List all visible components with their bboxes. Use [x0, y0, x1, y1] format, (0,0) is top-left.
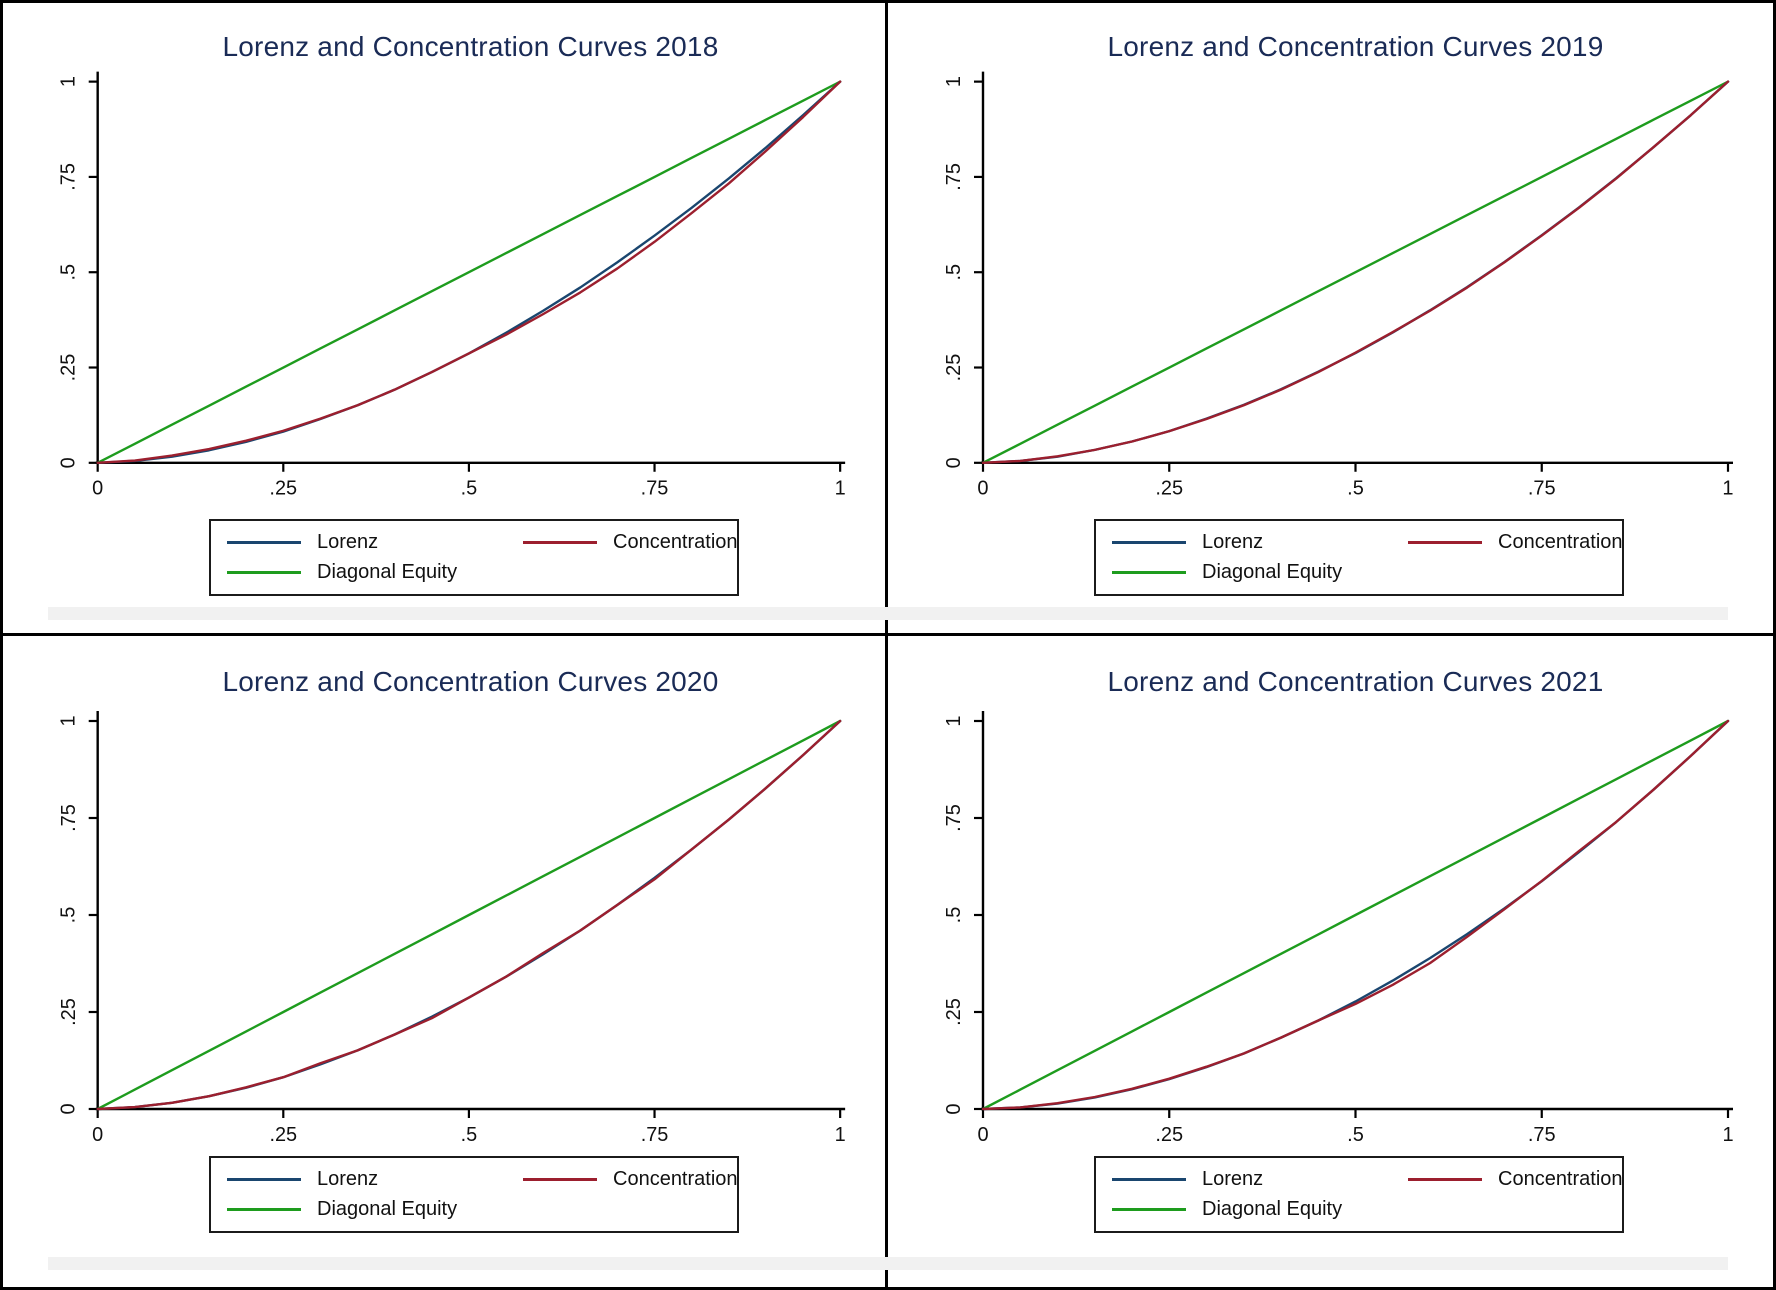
- x-axis-tick-label: 1: [835, 478, 846, 500]
- concentration-curve: [981, 80, 1730, 465]
- x-axis-tick-label: .5: [1347, 478, 1364, 500]
- chart-title-2020: Lorenz and Concentration Curves 2020: [222, 666, 719, 697]
- y-axis-tick-label: .75: [943, 163, 965, 191]
- y-axis-tick-label: 0: [943, 457, 965, 468]
- y-axis-tick-label: .75: [943, 804, 965, 832]
- x-axis-tick-label: .75: [641, 1124, 669, 1146]
- legend-label-concentration: Concentration: [1498, 1168, 1623, 1190]
- x-axis-tick-label: 1: [1722, 478, 1733, 500]
- scan-artifact-band: [48, 1257, 1728, 1270]
- legend-label-diagonal-equity: Diagonal Equity: [317, 561, 458, 583]
- concentration-curve: [96, 719, 842, 1111]
- legend-label-lorenz: Lorenz: [1202, 1168, 1264, 1190]
- y-axis-tick-label: .5: [58, 264, 80, 281]
- lorenz-line-swatch: [1112, 540, 1186, 544]
- concentration-curve: [96, 80, 842, 465]
- x-axis-tick-label: .75: [641, 478, 669, 500]
- y-axis-tick-label: 0: [58, 1103, 80, 1114]
- x-axis-tick-label: .25: [1155, 1124, 1183, 1146]
- x-axis-tick-label: .5: [1347, 1124, 1364, 1146]
- lorenz-line-swatch: [227, 1177, 301, 1181]
- concentration-line-swatch: [1408, 1177, 1482, 1181]
- x-axis-tick-label: 0: [92, 478, 103, 500]
- legend-label-lorenz: Lorenz: [1202, 531, 1264, 553]
- y-axis-tick-label: 0: [58, 457, 80, 468]
- y-axis-tick-label: .5: [943, 907, 965, 924]
- legend-box-2021: Lorenz Concentration Diagonal Equity: [1094, 1156, 1624, 1233]
- y-axis-tick-label: 1: [943, 76, 965, 87]
- concentration-line-swatch: [1408, 540, 1482, 544]
- y-axis-tick-label: 1: [943, 715, 965, 726]
- y-axis-tick-label: 1: [58, 715, 80, 726]
- y-axis-tick-label: .25: [58, 354, 80, 382]
- x-axis-tick-label: .25: [269, 478, 297, 500]
- x-axis-tick-label: 0: [977, 1124, 988, 1146]
- y-axis-tick-label: 0: [943, 1103, 965, 1114]
- legend-box-2019: Lorenz Concentration Diagonal Equity: [1094, 519, 1624, 596]
- x-axis-tick-label: .25: [1155, 478, 1183, 500]
- chart-title-2018: Lorenz and Concentration Curves 2018: [222, 31, 719, 62]
- y-axis-tick-label: .25: [943, 354, 965, 382]
- x-axis-tick-label: .25: [269, 1124, 297, 1146]
- x-axis-tick-label: 1: [835, 1124, 846, 1146]
- diagonal-equity-line: [96, 80, 842, 465]
- lorenz-line-swatch: [1112, 1177, 1186, 1181]
- x-axis-tick-label: .75: [1528, 478, 1556, 500]
- diagonal-equity-line: [981, 719, 1730, 1111]
- legend-label-lorenz: Lorenz: [317, 1168, 379, 1190]
- chart-title-2019: Lorenz and Concentration Curves 2019: [1107, 31, 1604, 62]
- concentration-curve: [981, 719, 1730, 1111]
- y-axis-tick-label: .75: [58, 163, 80, 191]
- chart-panel-2021: 0 .25 .5 .75 1 0 .25 .5 .75 1 Lorenz and Concentr…: [888, 636, 1773, 1287]
- legend-box-2018: Lorenz Concentration Diagonal Equity: [209, 519, 739, 596]
- legend-label-concentration: Concentration: [613, 1168, 738, 1190]
- x-axis-tick-label: 0: [92, 1124, 103, 1146]
- diagonal-equity-line: [96, 719, 842, 1111]
- legend-label-diagonal-equity: Diagonal Equity: [317, 1198, 458, 1220]
- plot-area-2021: 0 .25 .5 .75 1 0 .25 .5 .75 1: [943, 711, 1734, 1146]
- legend-label-concentration: Concentration: [1498, 531, 1623, 553]
- x-axis-tick-label: 1: [1722, 1124, 1733, 1146]
- diagonal-equity-line-swatch: [1112, 570, 1186, 574]
- legend-label-diagonal-equity: Diagonal Equity: [1202, 1198, 1343, 1220]
- concentration-line-swatch: [523, 540, 597, 544]
- chart-panel-2019: 0 .25 .5 .75 1 0 .25 .5 .75 1 Lorenz and Concentr…: [888, 3, 1773, 636]
- concentration-line-swatch: [523, 1177, 597, 1181]
- diagonal-equity-line-swatch: [227, 570, 301, 574]
- legend-label-diagonal-equity: Diagonal Equity: [1202, 561, 1343, 583]
- x-axis-tick-label: .5: [461, 1124, 478, 1146]
- plot-area-2018: 0 .25 .5 .75 1 0 .25 .5 .75 1: [58, 71, 846, 500]
- diagonal-equity-line-swatch: [1112, 1207, 1186, 1211]
- legend-label-lorenz: Lorenz: [317, 531, 379, 553]
- diagonal-equity-line-swatch: [227, 1207, 301, 1211]
- y-axis-tick-label: .5: [943, 264, 965, 281]
- x-axis-tick-label: 0: [977, 478, 988, 500]
- y-axis-tick-label: 1: [58, 76, 80, 87]
- y-axis-tick-label: .25: [943, 998, 965, 1026]
- scan-artifact-band: [48, 607, 1728, 620]
- chart-title-2021: Lorenz and Concentration Curves 2021: [1107, 666, 1604, 697]
- legend-box-2020: Lorenz Concentration Diagonal Equity: [209, 1156, 739, 1233]
- diagonal-equity-line: [981, 80, 1730, 465]
- x-axis-tick-label: .75: [1528, 1124, 1556, 1146]
- y-axis-tick-label: .5: [58, 907, 80, 924]
- y-axis-tick-label: .75: [58, 804, 80, 832]
- y-axis-tick-label: .25: [58, 998, 80, 1026]
- lorenz-line-swatch: [227, 540, 301, 544]
- plot-area-2019: 0 .25 .5 .75 1 0 .25 .5 .75 1: [943, 71, 1734, 500]
- legend-label-concentration: Concentration: [613, 531, 738, 553]
- chart-panel-2020: 0 .25 .5 .75 1 0 .25 .5 .75 1 Lorenz and Concentr…: [3, 636, 888, 1287]
- x-axis-tick-label: .5: [461, 478, 478, 500]
- chart-panel-2018: 0 .25 .5 .75 1 0 .25 .5 .75 1 Lorenz and Concentr…: [3, 3, 888, 636]
- plot-area-2020: 0 .25 .5 .75 1 0 .25 .5 .75 1: [58, 711, 846, 1146]
